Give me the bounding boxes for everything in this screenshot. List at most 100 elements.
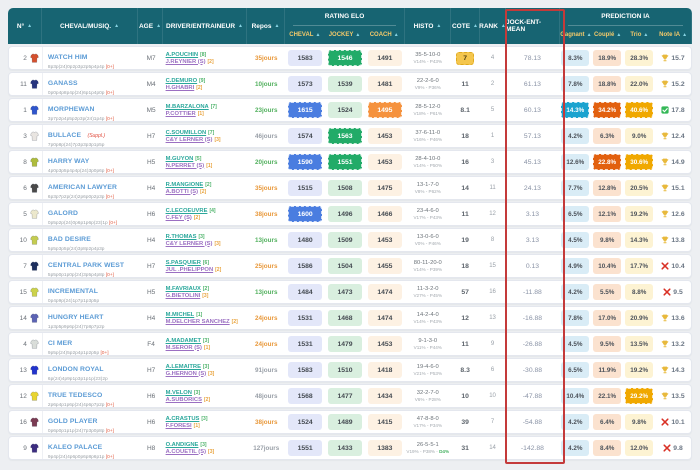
elo-coach-pill: 1495 — [367, 102, 402, 118]
column-header-cote[interactable]: COTE ▲ — [451, 8, 480, 44]
driver-link[interactable]: R.THOMAS — [165, 233, 197, 240]
trainer-link[interactable]: M.DELCHER SANCHEZ — [165, 318, 230, 325]
trainer-link[interactable]: A.SUBORICS — [165, 396, 202, 403]
driver-link[interactable]: M.VELON — [165, 389, 192, 396]
column-header-histo[interactable]: HISTO ▲ — [405, 8, 451, 44]
horse-name-link[interactable]: TRUE TEDESCO — [47, 392, 103, 399]
column-header-rank[interactable]: RANK ▲ — [479, 8, 506, 44]
column-header-rest[interactable]: Repos ▲ — [247, 8, 285, 44]
sort-asc-icon[interactable]: ▲ — [643, 32, 649, 38]
column-header-age[interactable]: AGE ▲ — [138, 8, 163, 44]
driver-count-badge: [7] — [210, 103, 217, 110]
horse-name-link[interactable]: AMERICAN LAWYER — [47, 184, 117, 191]
column-header-trio[interactable]: Trio ▲ — [630, 32, 649, 38]
table-row[interactable]: 7 CENTRAL PARK WEST 5p5p0p1p0p(24)3p5p4p… — [8, 254, 692, 278]
column-header-couple[interactable]: Couplé ▲ — [593, 32, 622, 38]
sort-asc-icon[interactable]: ▲ — [156, 23, 162, 29]
table-row[interactable]: 6 AMERICAN LAWYER 6p3p7p2p(24)2p6p0p2p3p… — [8, 176, 692, 200]
table-row[interactable]: 8 HARRY WAY 4p0p3p5p4p4p(24)3p0p6p [0+] … — [8, 150, 692, 174]
column-header-jock-ent-mean[interactable]: JOCK-ENT-MEAN — [506, 8, 560, 44]
sort-asc-icon[interactable]: ▲ — [238, 23, 243, 29]
column-header-num[interactable]: N° ▲ — [8, 8, 42, 44]
driver-link[interactable]: M.BARZALONA — [165, 103, 209, 110]
sort-asc-icon[interactable]: ▲ — [274, 23, 280, 29]
driver-link[interactable]: O.ANDIGNE — [165, 441, 199, 448]
sort-asc-icon[interactable]: ▲ — [27, 23, 33, 29]
trainer-link[interactable]: F.FORESI — [165, 422, 192, 429]
column-header-horse[interactable]: CHEVAL/MUSIQ. ▲ — [42, 8, 138, 44]
driver-link[interactable]: M.GUYON — [165, 155, 194, 162]
table-row[interactable]: 16 GOLD PLAYER 0p6p0p1p1p(24)7p3p0p8p [0… — [8, 410, 692, 434]
driver-link[interactable]: R.MANGIONE — [165, 181, 204, 188]
horse-name-link[interactable]: HUNGRY HEART — [47, 314, 104, 321]
table-row[interactable]: 1 MORPHEWAN 3p7p2p4p5p2p3p(24)1p4p [0+] … — [8, 98, 692, 122]
table-row[interactable]: 15 INCREMENTAL 0p4p9p(24)1p7p1p3p5p H5 M… — [8, 280, 692, 304]
horse-name-link[interactable]: CI MER — [47, 340, 73, 347]
sort-asc-icon[interactable]: ▲ — [436, 23, 442, 29]
sort-asc-icon[interactable]: ▲ — [355, 32, 361, 38]
horse-name-link[interactable]: WATCH HIM — [47, 54, 88, 61]
sort-asc-icon[interactable]: ▲ — [315, 32, 321, 38]
column-header-elo-cheval[interactable]: CHEVAL ▲ — [289, 32, 321, 38]
table-row[interactable]: 12 TRUE TEDESCO 2p6p4p1p6p(24)4p6p7p2p [… — [8, 384, 692, 408]
table-row[interactable]: 9 KALEO PALACE 9p4p(24)4p6p0p6p8p6p1p [0… — [8, 436, 692, 460]
sort-asc-icon[interactable]: ▲ — [473, 23, 478, 29]
table-row[interactable]: 10 BAD DESIRE 5p5p3p5p(24)3p8p2p4p3p H4 … — [8, 228, 692, 252]
horse-name-link[interactable]: GOLD PLAYER — [47, 418, 98, 425]
driver-link[interactable]: M.MICHEL — [165, 311, 195, 318]
table-row[interactable]: 4 CI MER 9p5p(24)5p2p4p1p2p5p [0+] F4 A.… — [8, 332, 692, 356]
horse-name-link[interactable]: GALORD — [47, 210, 78, 217]
horse-name-link[interactable]: BULLACE — [47, 132, 82, 139]
horse-name-link[interactable]: MORPHEWAN — [47, 106, 95, 113]
sort-asc-icon[interactable]: ▲ — [682, 32, 688, 38]
win-pill: 4.2% — [561, 284, 590, 300]
column-header-driver[interactable]: DRIVER/ENTRAINEUR ▲ — [163, 8, 247, 44]
horse-name-link[interactable]: LONDON ROYAL — [47, 366, 104, 373]
sort-asc-icon[interactable]: ▲ — [500, 23, 506, 29]
table-row[interactable]: 2 WATCH HIM 8p3p(24)0p2p3p2p5p4p4p [0+] … — [8, 46, 692, 70]
table-row[interactable]: 5 GALORD 0p5p2p(24)0p6p1p6p(23)1p [0+] H… — [8, 202, 692, 226]
trainer-link[interactable]: C.FEY (S) — [165, 214, 192, 221]
horse-name-link[interactable]: BAD DESIRE — [47, 236, 91, 243]
horse-name-link[interactable]: GANASS — [47, 80, 78, 87]
sort-asc-icon[interactable]: ▲ — [114, 23, 120, 29]
sort-asc-icon[interactable]: ▲ — [393, 32, 399, 38]
trainer-link[interactable]: A.COUETIL (S) — [165, 448, 207, 455]
trainer-link[interactable]: C&Y LERNER (S) — [165, 136, 213, 143]
driver-link[interactable]: S.PASQUIER — [165, 259, 201, 266]
driver-link[interactable]: C.DEMURO — [165, 77, 198, 84]
trainer-link[interactable]: G.HERNON (S) — [165, 370, 207, 377]
horse-name-link[interactable]: KALEO PALACE — [47, 444, 103, 451]
column-header-elo-jockey[interactable]: JOCKEY ▲ — [328, 32, 361, 38]
table-row[interactable]: 14 HUNGRY HEART 1p3p5p9p6p(24)7p8p7p2p H… — [8, 306, 692, 330]
trainer-link[interactable]: H.GHABRI — [165, 84, 195, 91]
trainer-link[interactable]: M.SEROR (S) — [165, 344, 202, 351]
table-row[interactable]: 3 BULLACE (Suppl.) 7p0p8p(24)7p3p3p3p1p5… — [8, 124, 692, 148]
histo-percents-green: D4% — [439, 449, 450, 454]
trio-pill: 17.7% — [625, 258, 654, 274]
trainer-link[interactable]: G.BIETOLINI — [165, 292, 201, 299]
table-row[interactable]: 11 GANASS 0p0p4p8p4p(24)6p1p4p0p [0+] M4… — [8, 72, 692, 96]
column-header-elo-coach[interactable]: COACH ▲ — [369, 32, 399, 38]
column-header-gagnant[interactable]: Gagnant ▲ — [560, 32, 592, 38]
trainer-link[interactable]: JUL .PHELIPPON — [165, 266, 214, 273]
trainer-link[interactable]: J.REYNIER (S) — [165, 58, 206, 65]
driver-link[interactable]: M.FAVRIAUX — [165, 285, 201, 292]
table-row[interactable]: 13 LONDON ROYAL 6p(24)4p9p1p3p1p1p(23)2p… — [8, 358, 692, 382]
driver-link[interactable]: C.SOUMILLON — [165, 129, 207, 136]
trainer-link[interactable]: C&Y LERNER (S) — [165, 240, 213, 247]
sort-asc-icon[interactable]: ▲ — [616, 32, 622, 38]
driver-link[interactable]: A.LEMAITRE — [165, 363, 201, 370]
driver-link[interactable]: A.MADAMET — [165, 337, 201, 344]
driver-link[interactable]: A.CRASTUS — [165, 415, 200, 422]
horse-name-link[interactable]: INCREMENTAL — [47, 288, 98, 295]
column-header-note-ia[interactable]: Note IA ▲ — [659, 32, 688, 38]
horse-name-link[interactable]: CENTRAL PARK WEST — [47, 262, 125, 269]
driver-link[interactable]: C.LECOEUVRE — [165, 207, 208, 214]
trainer-link[interactable]: P.COTTIER — [165, 110, 196, 117]
trainer-link[interactable]: N.PERRET (S) — [165, 162, 205, 169]
sort-asc-icon[interactable]: ▲ — [586, 32, 592, 38]
trainer-link[interactable]: A.BOTTI (S) — [165, 188, 199, 195]
driver-link[interactable]: A.POUCHIN — [165, 51, 199, 58]
horse-name-link[interactable]: HARRY WAY — [47, 158, 90, 165]
